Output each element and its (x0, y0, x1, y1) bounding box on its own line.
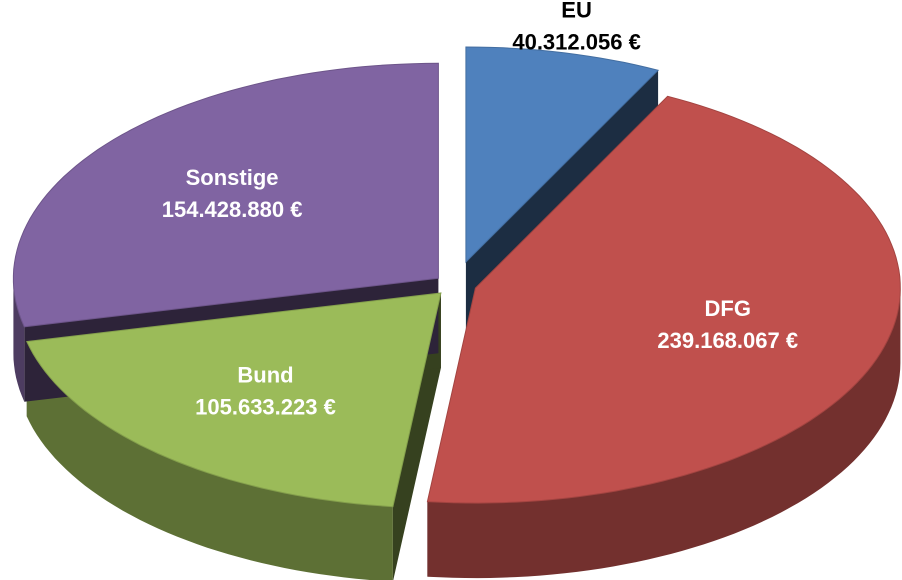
slice (465, 46, 660, 264)
slice-label: Sonstige (186, 165, 279, 190)
slice-wall (13, 278, 25, 402)
slice-label: EU (561, 0, 592, 23)
slice-label: DFG (705, 296, 751, 321)
slice (426, 95, 901, 504)
slice-value-label: 239.168.067 € (657, 328, 798, 353)
slice-value-label: 154.428.880 € (162, 197, 303, 222)
slice (12, 62, 439, 328)
slice-tops (12, 46, 901, 508)
labels: EU 40.312.056 € DFG 239.168.067 € Bund 105.63… (162, 0, 798, 419)
slice-wall (26, 341, 393, 580)
slice-value-label: 40.312.056 € (512, 30, 640, 55)
slice-label: Bund (237, 362, 293, 387)
slice (26, 292, 442, 508)
slice-value-label: 105.633.223 € (195, 394, 336, 419)
slice-wall (427, 288, 901, 579)
